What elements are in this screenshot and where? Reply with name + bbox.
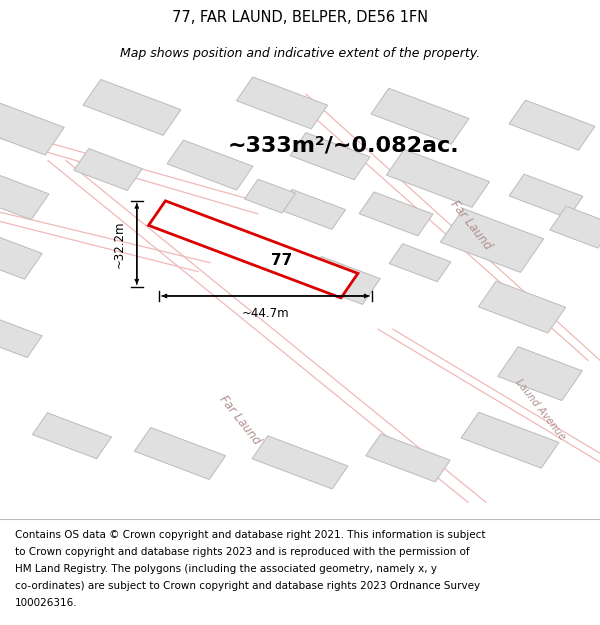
Text: 77, FAR LAUND, BELPER, DE56 1FN: 77, FAR LAUND, BELPER, DE56 1FN: [172, 11, 428, 26]
Polygon shape: [366, 434, 450, 482]
Polygon shape: [134, 428, 226, 479]
Text: Far Laund: Far Laund: [217, 393, 263, 448]
Text: Contains OS data © Crown copyright and database right 2021. This information is : Contains OS data © Crown copyright and d…: [15, 530, 485, 540]
Polygon shape: [359, 192, 433, 236]
Polygon shape: [550, 206, 600, 248]
Polygon shape: [509, 174, 583, 218]
Polygon shape: [236, 77, 328, 129]
Text: 77: 77: [271, 253, 293, 268]
Polygon shape: [167, 140, 253, 190]
Polygon shape: [252, 436, 348, 489]
Polygon shape: [149, 201, 358, 298]
Polygon shape: [0, 319, 42, 357]
Polygon shape: [461, 412, 559, 468]
Polygon shape: [32, 412, 112, 459]
Text: ~44.7m: ~44.7m: [242, 307, 289, 320]
Polygon shape: [440, 209, 544, 272]
Polygon shape: [74, 149, 142, 191]
Text: Far Laund: Far Laund: [448, 198, 494, 252]
Polygon shape: [386, 149, 490, 208]
Text: ~32.2m: ~32.2m: [113, 220, 126, 268]
Text: HM Land Registry. The polygons (including the associated geometry, namely x, y: HM Land Registry. The polygons (includin…: [15, 564, 437, 574]
Text: ~333m²/~0.082ac.: ~333m²/~0.082ac.: [228, 135, 460, 155]
Text: co-ordinates) are subject to Crown copyright and database rights 2023 Ordnance S: co-ordinates) are subject to Crown copyr…: [15, 581, 480, 591]
Text: to Crown copyright and database rights 2023 and is reproduced with the permissio: to Crown copyright and database rights 2…: [15, 547, 470, 557]
Text: 100026316.: 100026316.: [15, 598, 77, 608]
Polygon shape: [244, 179, 296, 213]
Polygon shape: [278, 189, 346, 229]
Polygon shape: [498, 347, 582, 401]
Polygon shape: [371, 88, 469, 144]
Polygon shape: [478, 281, 566, 333]
Polygon shape: [83, 79, 181, 136]
Polygon shape: [389, 244, 451, 282]
Polygon shape: [0, 95, 64, 155]
Text: Map shows position and indicative extent of the property.: Map shows position and indicative extent…: [120, 48, 480, 61]
Polygon shape: [304, 256, 380, 304]
Polygon shape: [0, 238, 42, 279]
Polygon shape: [0, 164, 49, 219]
Polygon shape: [290, 132, 370, 180]
Text: Laund Avenue: Laund Avenue: [513, 377, 567, 441]
Polygon shape: [509, 100, 595, 150]
